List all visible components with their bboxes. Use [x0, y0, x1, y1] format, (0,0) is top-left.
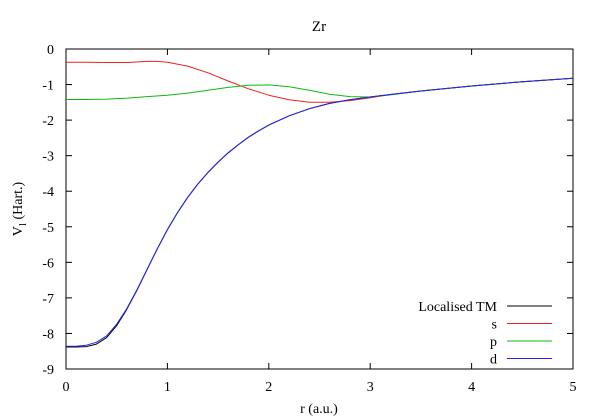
series-line-d — [66, 77, 574, 347]
y-tick-label: -3 — [42, 150, 54, 165]
y-axis-label-sub: l — [17, 223, 29, 226]
x-tick-label: 0 — [63, 380, 70, 395]
y-tick-label: -9 — [42, 363, 54, 378]
x-tick-label: 1 — [164, 380, 171, 395]
series-line-p — [66, 77, 574, 100]
legend-label: s — [492, 318, 497, 333]
x-tick-label: 5 — [570, 380, 577, 395]
series-line-s — [66, 60, 574, 103]
y-tick-label: -6 — [42, 256, 54, 271]
y-tick-label: -2 — [42, 114, 54, 129]
legend: Localised TM spd — [418, 300, 552, 368]
x-tick-label: 4 — [468, 380, 475, 395]
legend-label: d — [490, 353, 497, 368]
series-layer — [66, 60, 574, 348]
x-tick-label: 3 — [367, 380, 374, 395]
x-tick-label: 2 — [265, 380, 272, 395]
plot-frame — [65, 48, 574, 370]
legend-label: Localised TM — [418, 300, 497, 315]
x-axis: 0 1 2 3 4 5 — [63, 49, 577, 395]
y-tick-label: 0 — [47, 43, 54, 58]
chart-title: Zr — [312, 19, 326, 35]
y-tick-label: -7 — [42, 292, 54, 307]
y-tick-label: -5 — [42, 221, 54, 236]
y-tick-label: -1 — [42, 79, 54, 94]
y-axis-label-main: V — [11, 226, 26, 236]
x-axis-label: r (a.u.) — [300, 402, 338, 417]
y-tick-label: -8 — [42, 327, 54, 342]
y-tick-label: -4 — [42, 185, 54, 200]
y-axis: 0 -1 -2 -3 -4 -5 -6 -7 -8 -9 — [42, 43, 573, 378]
y-axis-label: Vl (Hart.) — [11, 181, 29, 236]
y-axis-label-rest: (Hart.) — [11, 181, 26, 223]
legend-label: p — [490, 335, 497, 350]
